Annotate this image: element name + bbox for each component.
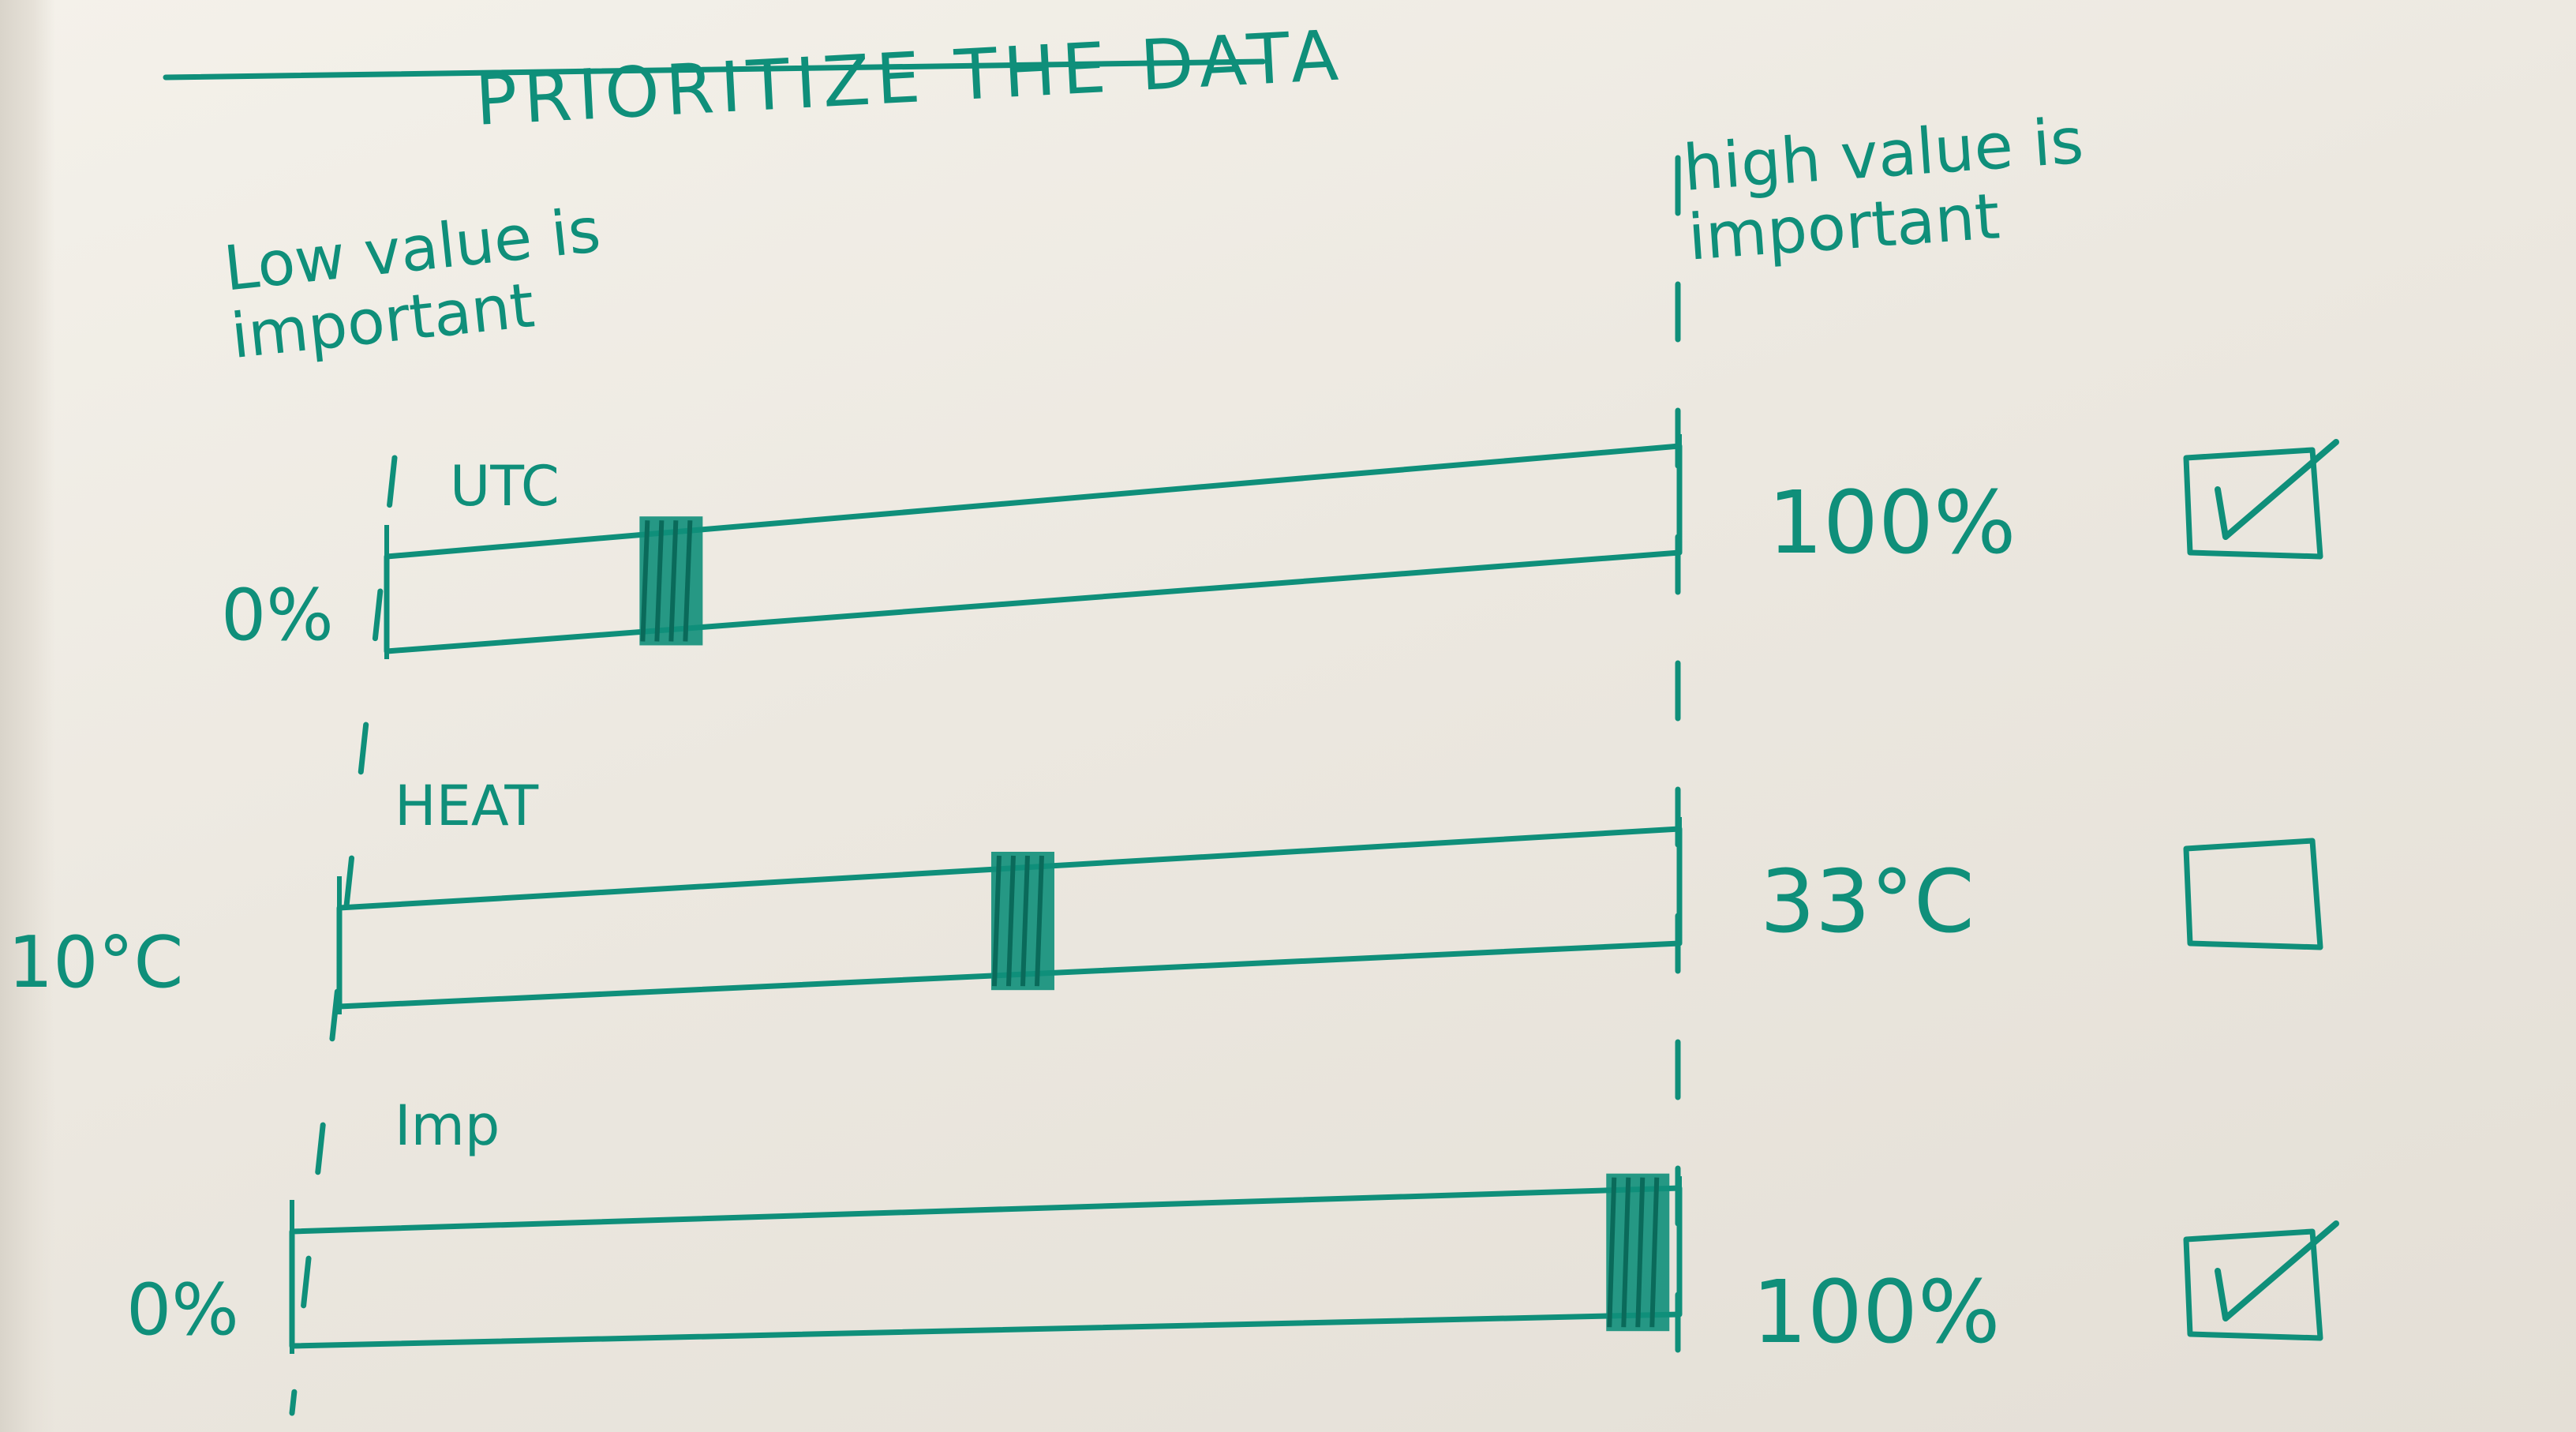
checkbox-box — [2183, 447, 2323, 560]
checkbox-box — [2183, 838, 2323, 950]
priority-checkbox[interactable] — [2183, 439, 2339, 560]
checkmark-icon — [2215, 439, 2339, 540]
row-max-label: 100% — [1752, 1261, 2000, 1363]
thumb-hatch — [1635, 1177, 1646, 1328]
thumb-hatch — [1649, 1177, 1660, 1328]
priority-row: UTC 0% 100% — [221, 434, 2339, 659]
row-name-label: HEAT — [395, 774, 538, 838]
row-name-label: UTC — [450, 454, 560, 519]
thumb-hatch — [668, 520, 679, 642]
thumb-hatch — [1020, 855, 1030, 987]
priority-checkbox[interactable] — [2183, 1220, 2339, 1341]
top-rule-line — [163, 58, 1266, 81]
slider-track[interactable] — [289, 1185, 1683, 1349]
thumb-hatch — [640, 520, 650, 642]
checkbox-box — [2183, 1228, 2323, 1341]
thumb-hatch — [1621, 1177, 1631, 1328]
row-min-label: 0% — [221, 574, 334, 657]
slider-track[interactable] — [384, 443, 1683, 654]
thumb-hatch — [1005, 855, 1016, 987]
thumb-hatch — [1034, 855, 1044, 987]
row-name-label: Imp — [395, 1093, 500, 1158]
notebook-page-edge — [0, 0, 55, 1432]
row-min-label: 0% — [126, 1269, 239, 1351]
thumb-hatch — [1607, 1177, 1617, 1328]
left-guide-line — [289, 455, 398, 1416]
row-max-label: 33°C — [1760, 851, 1975, 952]
checkmark-icon — [2215, 1220, 2339, 1321]
row-min-label: 10°C — [8, 921, 183, 1004]
priority-checkbox[interactable] — [2183, 838, 2323, 950]
thumb-hatch — [654, 520, 665, 642]
priority-row: Imp 0% 100% — [126, 1093, 2339, 1363]
priority-row: HEAT 10°C 33°C — [8, 774, 2323, 1014]
thumb-hatch — [683, 520, 693, 642]
row-max-label: 100% — [1768, 472, 2016, 573]
thumb-hatch — [991, 855, 1002, 987]
